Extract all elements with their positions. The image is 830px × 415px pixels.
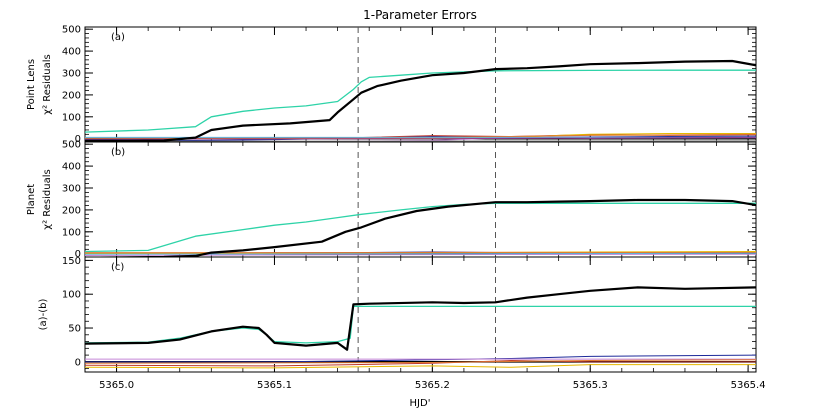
y-tick-label: 100 — [62, 290, 81, 301]
y-tick-label: 400 — [62, 47, 81, 58]
y-tick-label: 0 — [75, 134, 81, 145]
panel-data — [85, 257, 756, 372]
y-tick-label: 500 — [62, 25, 81, 36]
y-tick-label: 100 — [62, 112, 81, 123]
x-axis: 5365.0 5365.1 5365.2 5365.3 5365.4 — [99, 380, 766, 391]
panel-data — [85, 142, 756, 257]
panel-data — [85, 27, 756, 142]
x-tick-label: 5365.0 — [99, 380, 134, 391]
series-minor — [85, 359, 756, 364]
series-minor — [85, 354, 756, 363]
y-tick-label: 150 — [62, 256, 81, 267]
y-axis-title-line2: χ² Residuals — [42, 169, 53, 229]
series-chi2-total — [85, 59, 756, 142]
y-axis-title-line2: χ² Residuals — [42, 54, 53, 114]
x-tick-label: 5365.4 — [731, 380, 766, 391]
y-tick-label: 500 — [62, 140, 81, 151]
y-tick-label: 200 — [62, 90, 81, 101]
series-minor — [85, 136, 756, 140]
panel-2: 0 100 200 300 400 500 (b) Planet χ² Residuals — [26, 140, 757, 260]
series-chi2-reference — [85, 69, 756, 133]
series-minor — [85, 253, 756, 256]
y-tick-label: 300 — [62, 184, 81, 195]
series-minor — [85, 135, 756, 141]
y-tick-label: 300 — [62, 69, 81, 80]
panel-3: 0 50 100 150 (c) (a)-(b) — [38, 256, 757, 373]
x-tick-label: 5365.2 — [415, 380, 450, 391]
figure-title: 1-Parameter Errors — [363, 8, 477, 22]
y-tick-label: 50 — [68, 324, 81, 335]
series-minor — [85, 364, 756, 369]
y-tick-label: 400 — [62, 162, 81, 173]
panel-tag: (b) — [111, 147, 125, 158]
y-tick-label: 200 — [62, 205, 81, 216]
series-minor — [85, 360, 756, 367]
x-tick-label: 5365.3 — [573, 380, 608, 391]
panel-frame — [84, 256, 757, 373]
y-tick-label: 100 — [62, 227, 81, 238]
y-tick-label: 0 — [75, 357, 81, 368]
panel-tag: (a) — [111, 32, 125, 43]
y-axis-title: (a)-(b) — [38, 299, 49, 331]
y-axis-title-line1: Planet — [26, 184, 37, 215]
y-axis-title-line1: Point Lens — [26, 59, 37, 110]
y-tick-label: 0 — [75, 249, 81, 260]
panel-1: 0 100 200 300 400 500 (a) Point Lens χ² Residual… — [26, 25, 757, 145]
panel-frame — [84, 26, 757, 143]
panel-tag: (c) — [111, 262, 124, 273]
x-tick-label: 5365.1 — [257, 380, 292, 391]
series-chi2-total — [85, 286, 756, 351]
series-chi2-total — [85, 198, 756, 257]
x-axis-title: HJD' — [410, 398, 431, 409]
